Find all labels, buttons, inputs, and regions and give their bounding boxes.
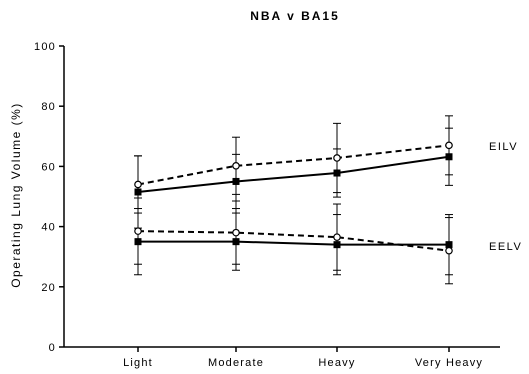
data-point-circle — [134, 180, 142, 189]
y-tick-label: 80 — [41, 101, 56, 113]
series-line — [137, 230, 450, 252]
y-tick-label: 0 — [49, 342, 56, 354]
series-line — [137, 144, 450, 186]
data-point-circle — [134, 227, 142, 235]
y-axis-title: Operating Lung Volume (%) — [9, 102, 23, 288]
chart-title: NBA v BA15 — [250, 9, 340, 23]
data-point-circle — [333, 233, 341, 241]
series-eelv-solid — [134, 208, 453, 276]
series-eilv-solid — [134, 127, 453, 229]
series-line — [137, 155, 450, 193]
axes: 0 20 40 60 80 100 Light Moderate Heavy Very Heavy — [34, 41, 500, 369]
data-point-circle — [445, 246, 453, 255]
x-tick-label: Light — [123, 357, 153, 369]
x-tick-label: Heavy — [318, 357, 355, 369]
data-point-circle — [232, 161, 240, 170]
data-point-circle — [445, 141, 453, 150]
annotation-eilv: EILV — [489, 141, 518, 153]
y-tick-label: 60 — [41, 161, 56, 173]
y-tick-label: 40 — [41, 222, 56, 234]
series-eilv-dashed — [134, 115, 453, 214]
x-tick-label: Moderate — [208, 357, 264, 369]
series-eelv-dashed — [134, 197, 453, 285]
y-tick-label: 100 — [34, 41, 56, 53]
chart-marks — [134, 115, 453, 285]
annotation-eelv: EELV — [489, 241, 522, 253]
y-tick-label: 20 — [41, 282, 56, 294]
data-point-circle — [333, 154, 341, 162]
data-point-circle — [232, 228, 240, 237]
x-tick-label: Very Heavy — [415, 357, 483, 369]
